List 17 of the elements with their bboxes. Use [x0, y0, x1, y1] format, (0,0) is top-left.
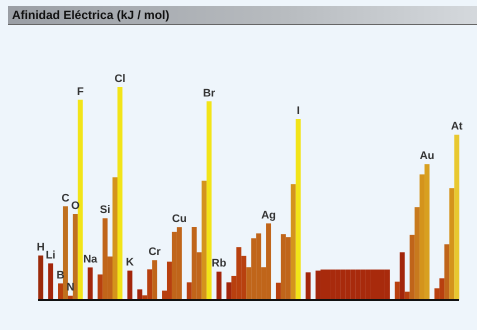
x-tick-label: I: [296, 104, 300, 117]
x-tick-label: Br: [202, 87, 216, 100]
x-tick-label: Li: [46, 249, 56, 262]
x-tick-label: Cu: [172, 213, 187, 226]
x-tick-label: At: [450, 120, 463, 133]
chart-title: Afinidad Eléctrica (kJ / mol): [12, 8, 170, 22]
x-tick-label: Na: [83, 253, 98, 266]
x-tick-label: F: [76, 86, 84, 98]
x-tick-label: Ag: [261, 209, 276, 222]
x-tick-label: H: [36, 241, 45, 254]
x-tick-label: Si: [100, 204, 110, 216]
x-tick-label: K: [126, 256, 134, 269]
x-tick-label: Au: [420, 150, 434, 162]
x-tick-label: Cl: [114, 73, 126, 85]
x-tick-label: C: [61, 192, 70, 204]
x-tick-label: Cr: [148, 246, 162, 258]
x-tick-label: Rb: [212, 258, 227, 270]
